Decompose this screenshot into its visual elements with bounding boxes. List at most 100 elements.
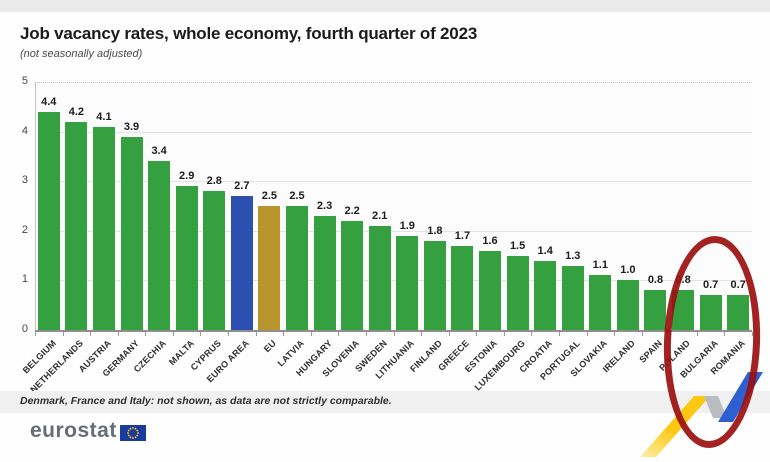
gridline bbox=[35, 82, 752, 83]
bar-value-label: 2.7 bbox=[234, 180, 250, 193]
bar-value-label: 2.8 bbox=[206, 175, 222, 188]
gridline bbox=[35, 230, 752, 232]
bar bbox=[672, 290, 695, 330]
bar bbox=[727, 295, 750, 330]
bar-value-label: 0.7 bbox=[702, 279, 719, 292]
bar-value-label: 1.9 bbox=[399, 219, 415, 232]
x-axis-tick bbox=[90, 332, 92, 336]
footnote-bar: Denmark, France and Italy: not shown, as… bbox=[0, 391, 770, 413]
x-axis-tick bbox=[200, 332, 202, 336]
x-axis-tick bbox=[503, 332, 505, 336]
gridline bbox=[35, 181, 752, 183]
x-axis-tick bbox=[614, 332, 616, 336]
bar bbox=[65, 121, 88, 330]
x-axis-tick bbox=[283, 332, 285, 336]
bar bbox=[341, 220, 364, 330]
bar-value-label: 3.9 bbox=[123, 120, 140, 133]
x-axis-tick bbox=[62, 332, 64, 336]
bar-value-label: 1.8 bbox=[427, 224, 443, 237]
bar bbox=[203, 191, 226, 330]
bar-value-label: 2.5 bbox=[289, 190, 305, 202]
bar-value-label: 3.4 bbox=[151, 145, 167, 158]
y-axis-tick-label: 5 bbox=[21, 75, 28, 87]
bar bbox=[313, 215, 336, 330]
bar bbox=[175, 186, 198, 330]
bar-value-label: 2.1 bbox=[372, 209, 388, 222]
bar-value-label: 4.1 bbox=[96, 110, 112, 123]
bar bbox=[230, 196, 253, 330]
bar bbox=[561, 265, 584, 330]
x-axis-tick bbox=[421, 332, 423, 336]
x-axis-line bbox=[35, 330, 752, 332]
x-axis-tick bbox=[310, 332, 312, 336]
y-axis-tick-label: 1 bbox=[21, 273, 28, 286]
ribbon-blue bbox=[718, 372, 763, 422]
bar bbox=[368, 225, 391, 330]
bar-value-label: 2.9 bbox=[179, 170, 195, 183]
bar-value-label: 4.4 bbox=[41, 95, 57, 108]
top-strip bbox=[0, 0, 770, 12]
x-axis-tick bbox=[724, 332, 726, 336]
x-axis-tick bbox=[117, 332, 119, 336]
bar bbox=[699, 295, 722, 330]
bar bbox=[148, 161, 171, 330]
x-axis-tick bbox=[558, 332, 560, 336]
bar bbox=[506, 255, 529, 330]
x-axis-tick bbox=[669, 332, 671, 336]
x-axis-tick bbox=[696, 332, 698, 336]
x-axis-tick bbox=[365, 332, 367, 336]
eurostat-logo-text: eurostat bbox=[30, 419, 117, 442]
x-axis-tick bbox=[255, 332, 257, 336]
bar bbox=[644, 290, 667, 330]
x-axis-tick bbox=[476, 332, 478, 336]
bar bbox=[451, 245, 474, 330]
x-axis-tick bbox=[586, 332, 588, 336]
bar-value-label: 0.8 bbox=[675, 274, 691, 287]
eurostat-ribbon-icon bbox=[640, 372, 763, 457]
x-axis-tick bbox=[35, 332, 36, 336]
x-axis-tick bbox=[145, 332, 147, 336]
chart-title: Job vacancy rates, whole economy, fourth… bbox=[20, 24, 478, 43]
ribbon-yellow bbox=[640, 396, 710, 457]
bar bbox=[120, 136, 143, 330]
x-axis-tick bbox=[228, 332, 230, 336]
bar bbox=[479, 250, 502, 330]
gridline bbox=[35, 131, 752, 133]
bar-value-label: 1.6 bbox=[482, 234, 498, 247]
bar-value-label: 4.2 bbox=[68, 105, 84, 118]
eu-flag-icon bbox=[119, 424, 146, 441]
bar-value-label: 1.7 bbox=[454, 229, 471, 242]
bar-value-label: 1.1 bbox=[592, 259, 608, 272]
bar-value-label: 2.3 bbox=[316, 199, 333, 212]
bar bbox=[589, 275, 612, 330]
bar bbox=[285, 206, 308, 330]
x-axis-tick bbox=[641, 332, 643, 336]
y-axis-tick-label: 3 bbox=[21, 174, 28, 187]
y-axis-tick-label: 0 bbox=[21, 323, 28, 335]
bar-value-label: 1.3 bbox=[565, 249, 581, 262]
bar-value-label: 2.5 bbox=[261, 190, 278, 202]
eurostat-logo: eurostat bbox=[30, 417, 146, 445]
bar bbox=[92, 126, 115, 330]
chart-subtitle: (not seasonally adjusted) bbox=[20, 48, 143, 60]
y-axis-line bbox=[35, 82, 36, 330]
ribbon-gray bbox=[704, 396, 727, 418]
bar-value-label: 0.8 bbox=[647, 274, 664, 287]
bar-value-label: 1.0 bbox=[620, 264, 636, 277]
footnote-text: Denmark, France and Italy: not shown, as… bbox=[20, 395, 392, 407]
bar bbox=[258, 206, 281, 330]
bar bbox=[534, 260, 557, 330]
bar bbox=[396, 235, 419, 330]
bar-value-label: 2.2 bbox=[344, 204, 360, 217]
bar bbox=[37, 111, 60, 330]
bar-value-label: 1.4 bbox=[537, 244, 553, 257]
bar-value-label: 1.5 bbox=[509, 239, 526, 252]
x-axis-tick bbox=[448, 332, 450, 336]
x-axis-tick bbox=[338, 332, 340, 336]
gridline bbox=[35, 280, 752, 282]
y-axis-tick-label: 2 bbox=[21, 223, 28, 236]
y-axis-tick-label: 4 bbox=[21, 124, 28, 137]
x-axis-tick bbox=[531, 332, 533, 336]
